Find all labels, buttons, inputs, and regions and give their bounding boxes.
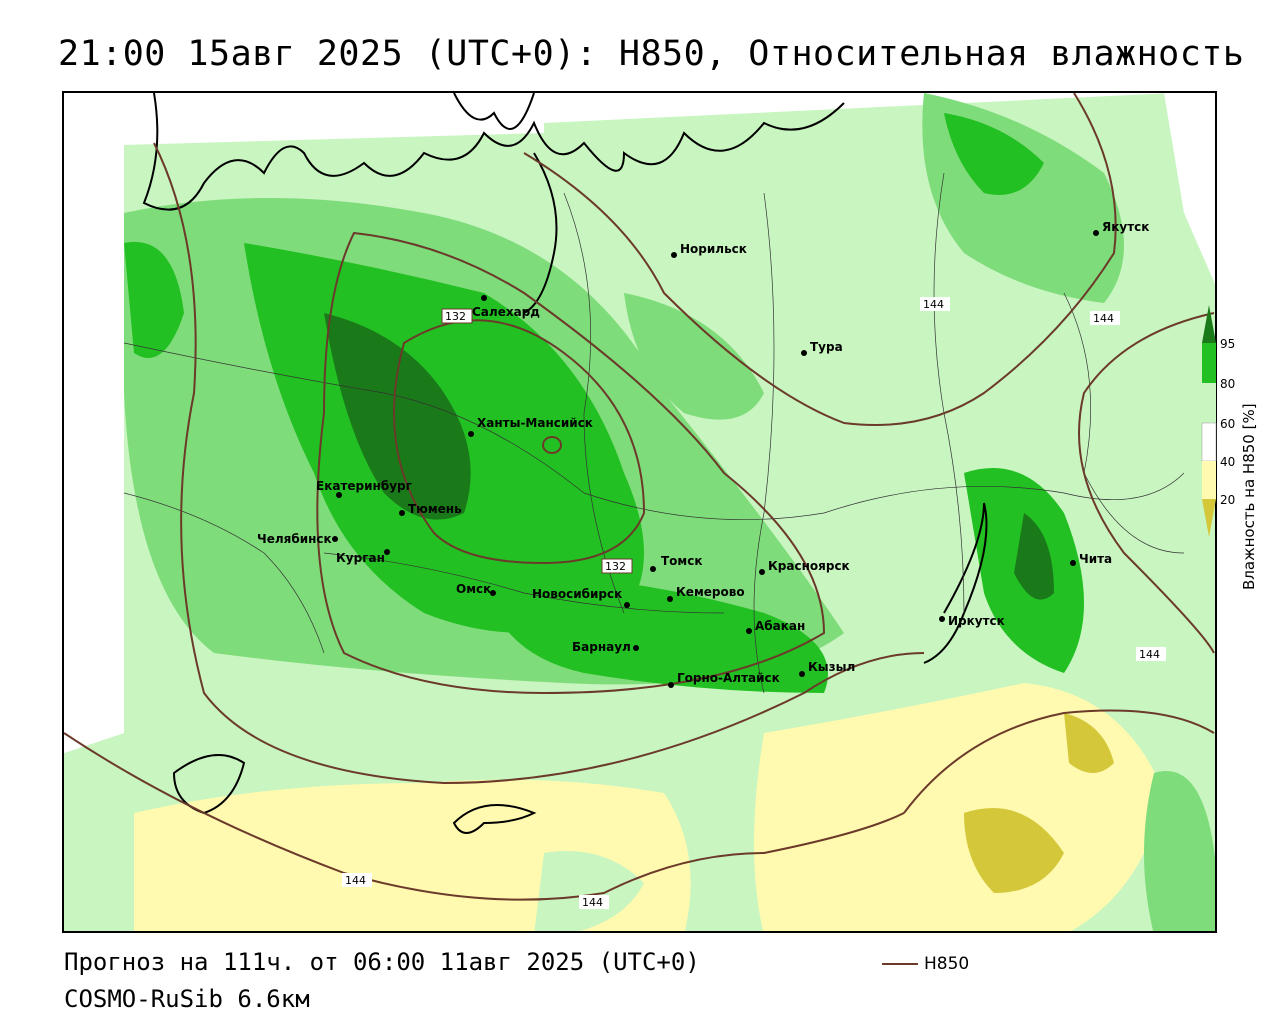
city-label-norilsk: Норильск	[680, 242, 747, 256]
city-label-krasnoyarsk: Красноярск	[768, 559, 850, 573]
isoline-label: 144	[923, 298, 944, 311]
city-label-gorno-altaysk: Горно-Алтайск	[677, 671, 780, 685]
city-label-novosibirsk: Новосибирск	[532, 587, 622, 601]
city-label-kyzyl: Кызыл	[808, 660, 855, 674]
city-label-khanty-mansiysk: Ханты-Мансийск	[477, 416, 593, 430]
map-canvas: 132 132 144 144 144 144 144 Норильск Яку…	[64, 93, 1215, 931]
city-label-tyumen: Тюмень	[408, 502, 462, 516]
colorbar-swatches	[1201, 305, 1217, 537]
city-label-barnaul: Барнаул	[572, 640, 631, 654]
city-label-abakan: Абакан	[755, 619, 805, 633]
model-info: COSMO-RuSib 6.6км	[64, 985, 310, 1013]
isoline-label: 144	[345, 874, 366, 887]
h850-isolines	[64, 93, 1215, 901]
city-label-kemerovo: Кемерово	[676, 585, 745, 599]
isoline-label: 144	[1093, 312, 1114, 325]
city-label-yakutsk: Якутск	[1102, 220, 1149, 234]
series-swatch	[882, 963, 918, 965]
humidity-colorbar: 95 80 60 40 20	[1198, 305, 1268, 595]
city-label-salekhard: Салехард	[472, 305, 540, 319]
city-label-irkutsk: Иркутск	[948, 614, 1005, 628]
humidity-field	[64, 93, 1215, 931]
cities: Норильск Якутск Салехард Тура Ханты-Манс…	[257, 220, 1149, 688]
series-legend-label: H850	[924, 954, 970, 974]
city-label-chelyabinsk: Челябинск	[257, 532, 332, 546]
colorbar-tick: 20	[1220, 493, 1236, 507]
city-label-omsk: Омск	[456, 582, 491, 596]
series-legend: H850	[882, 954, 969, 974]
isoline-label: 144	[1139, 648, 1160, 661]
map-title: 21:00 15авг 2025 (UTC+0): H850, Относите…	[58, 34, 1245, 74]
colorbar-title: Влажность на H850 [%]	[1240, 403, 1258, 590]
city-label-tomsk: Томск	[661, 554, 703, 568]
city-label-kurgan: Курган	[336, 551, 385, 565]
humidity-map: 132 132 144 144 144 144 144 Норильск Яку…	[62, 91, 1217, 933]
isoline-label: 132	[445, 310, 466, 323]
city-label-chita: Чита	[1079, 552, 1112, 566]
colorbar-tick: 40	[1220, 455, 1236, 469]
colorbar-tick: 60	[1220, 417, 1236, 431]
colorbar-tick: 95	[1220, 337, 1236, 351]
forecast-info: Прогноз на 111ч. от 06:00 11авг 2025 (UT…	[64, 948, 700, 976]
city-label-ekaterinburg: Екатеринбург	[316, 479, 412, 493]
city-label-tura: Тура	[810, 340, 843, 354]
colorbar-tick: 80	[1220, 377, 1236, 391]
isoline-label: 132	[605, 560, 626, 573]
isoline-labels: 132 132 144 144 144 144 144	[342, 297, 1166, 909]
coastlines	[142, 93, 988, 834]
isoline-label: 144	[582, 896, 603, 909]
